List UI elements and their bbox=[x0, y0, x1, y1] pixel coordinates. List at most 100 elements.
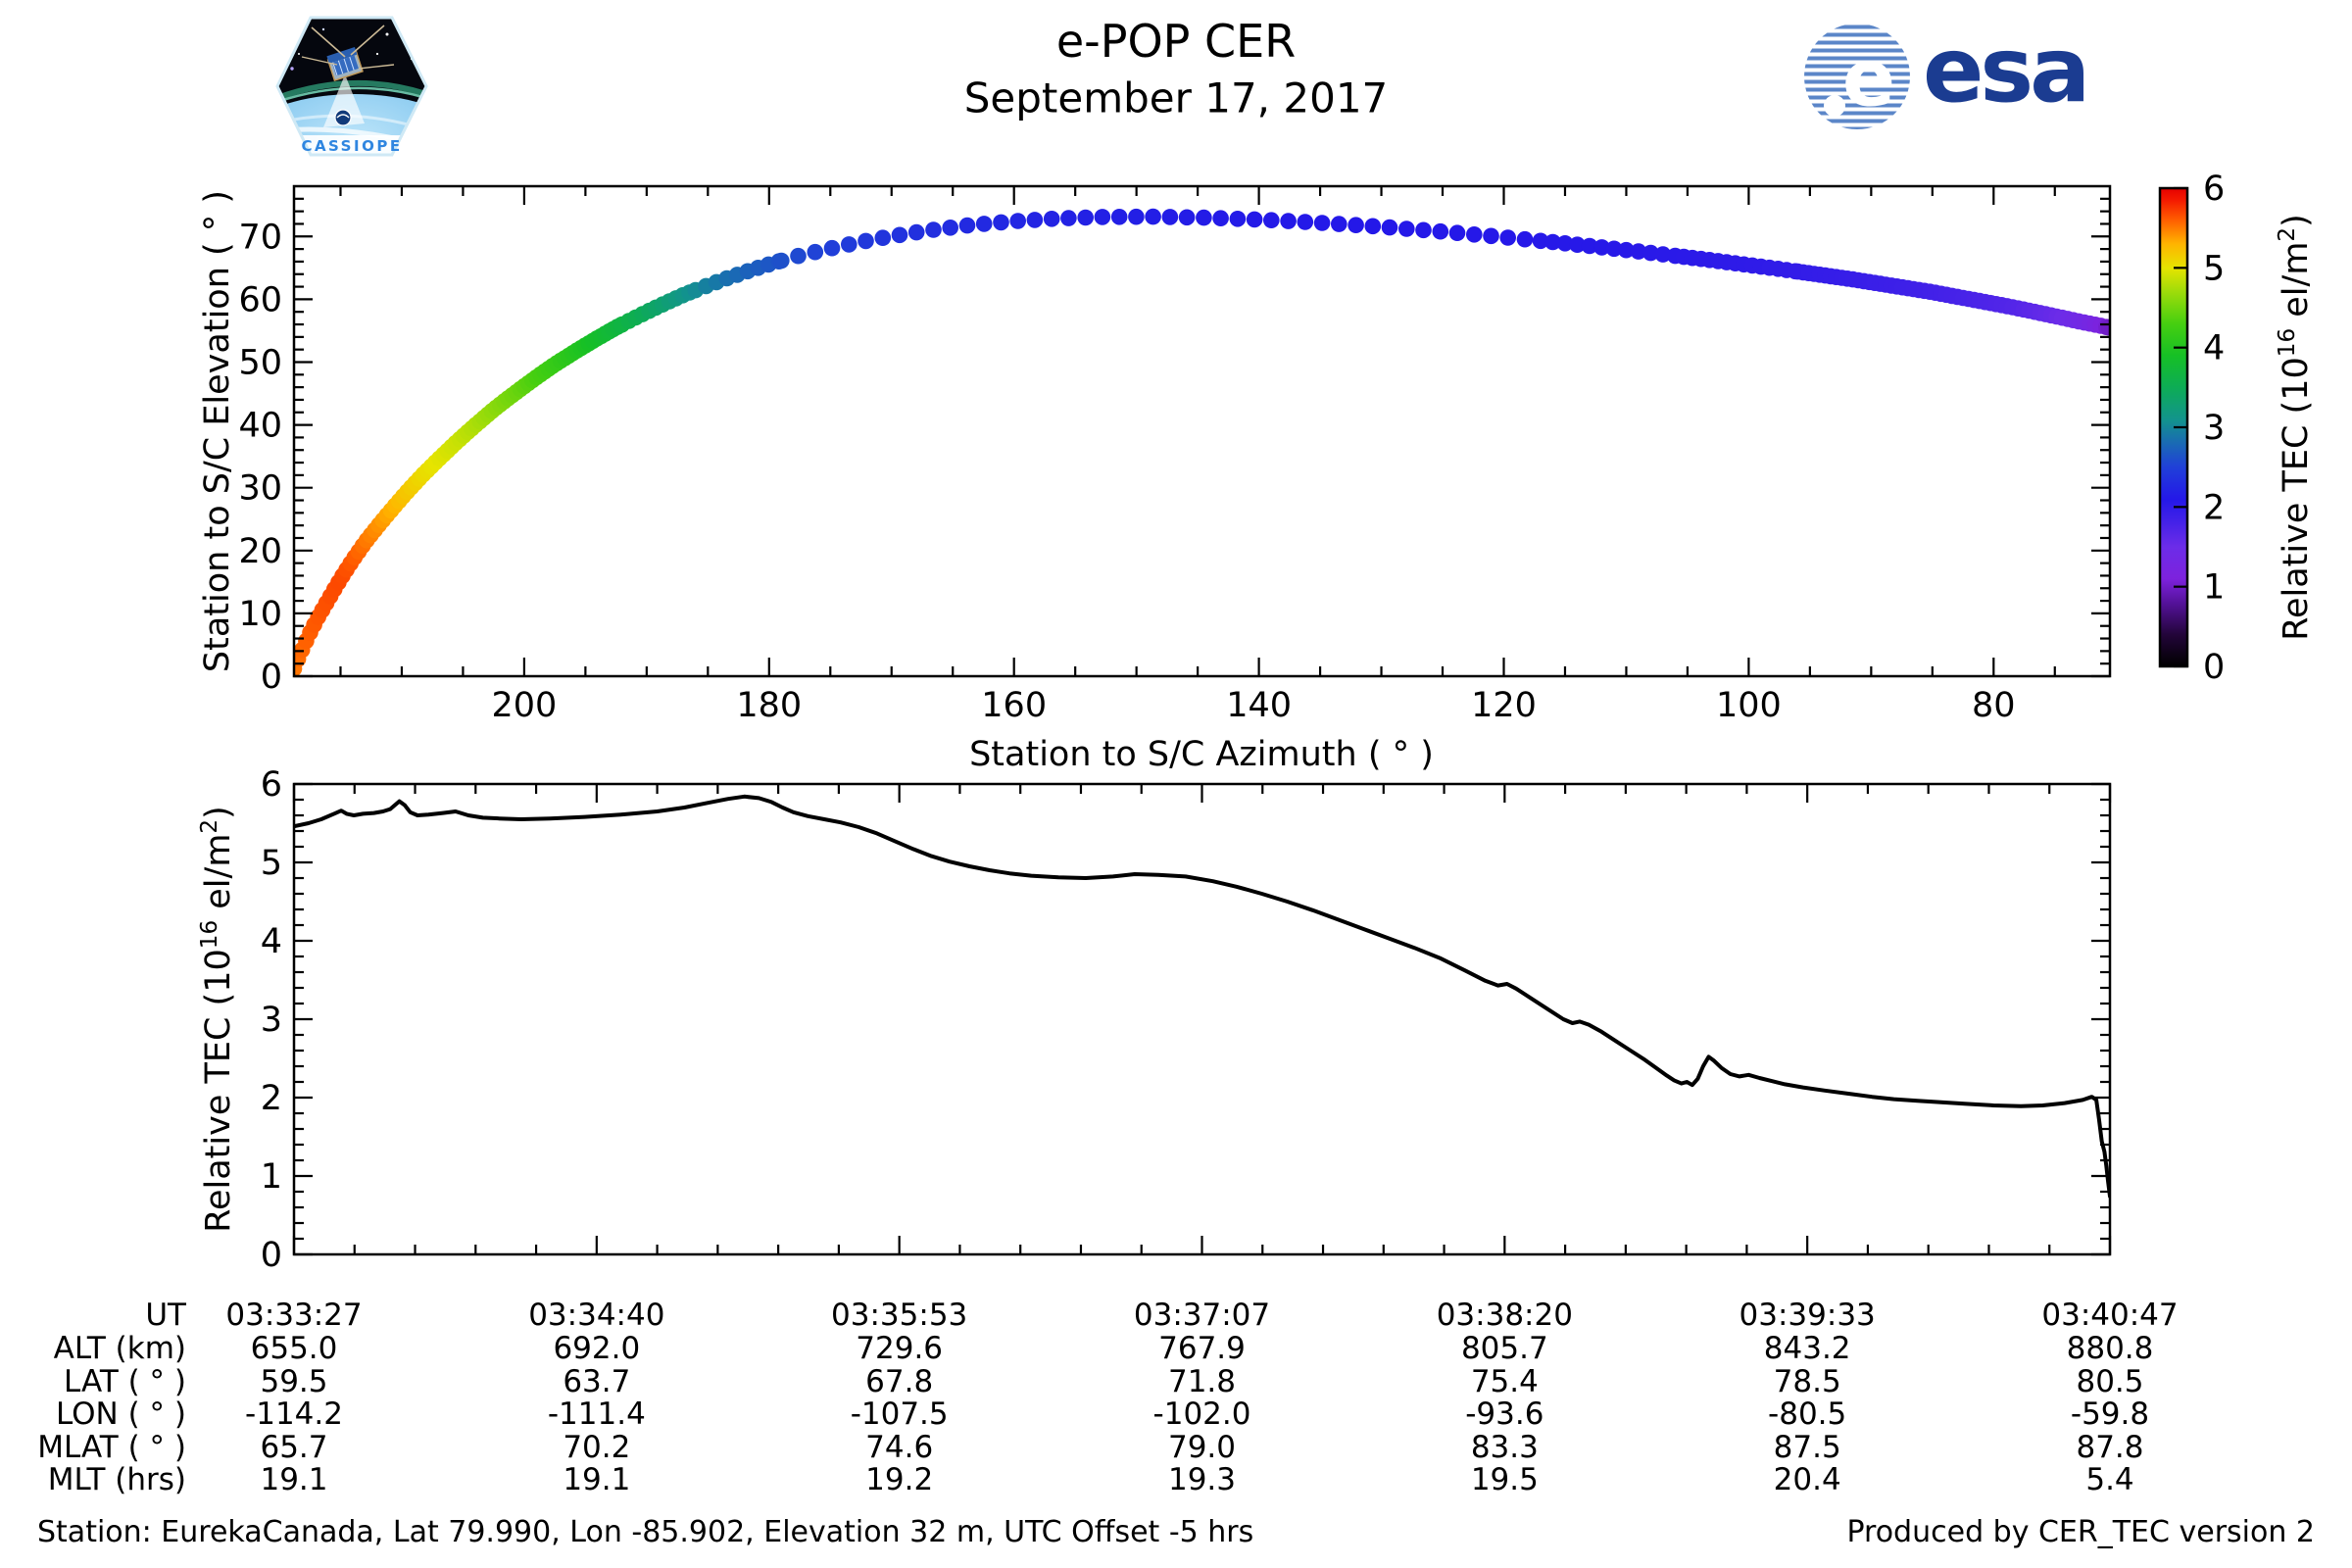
lower-yaxis-label: Relative TEC (1016 el/m2) bbox=[197, 806, 238, 1233]
tec-label-mid: el/m bbox=[198, 833, 238, 920]
svg-text:60: 60 bbox=[238, 280, 282, 319]
table-row-label: LON ( ° ) bbox=[55, 1396, 186, 1432]
station-info: Station: EurekaCanada, Lat 79.990, Lon -… bbox=[37, 1515, 1254, 1549]
svg-text:140: 140 bbox=[1226, 686, 1292, 725]
svg-text:4: 4 bbox=[2203, 329, 2225, 368]
svg-text:100: 100 bbox=[1716, 686, 1782, 725]
table-cell: 79.0 bbox=[1167, 1430, 1237, 1465]
table-cell: 655.0 bbox=[250, 1331, 338, 1366]
table-cell: 03:39:33 bbox=[1739, 1298, 1876, 1333]
page-subtitle: September 17, 2017 bbox=[963, 74, 1389, 122]
table-cell: 03:34:40 bbox=[528, 1298, 665, 1333]
svg-text:0: 0 bbox=[261, 1236, 282, 1275]
cassiope-wordmark: CASSIOPE bbox=[301, 137, 403, 155]
table-cell: 03:35:53 bbox=[831, 1298, 968, 1333]
tec-line bbox=[294, 794, 2110, 1199]
table-cell: 67.8 bbox=[865, 1364, 934, 1399]
table-cell: -102.0 bbox=[1152, 1396, 1251, 1432]
svg-text:10: 10 bbox=[238, 595, 282, 634]
table-cell: 78.5 bbox=[1773, 1364, 1841, 1399]
table-cell: 03:40:47 bbox=[2041, 1298, 2179, 1333]
esa-wordmark: esa bbox=[1923, 18, 2090, 122]
lower-chart: 0 1 2 3 4 5 6 bbox=[261, 765, 2112, 1275]
table-cell: 87.5 bbox=[1773, 1430, 1841, 1465]
cb-label-sup: 16 bbox=[2275, 327, 2301, 358]
cb-label-mid: el/m bbox=[2276, 241, 2316, 328]
table-cell: 03:38:20 bbox=[1436, 1298, 1573, 1333]
table-cell: -59.8 bbox=[2070, 1396, 2150, 1432]
produced-by: Produced by CER_TEC version 2 bbox=[1846, 1515, 2315, 1549]
table-cell: 692.0 bbox=[553, 1331, 641, 1366]
svg-text:6: 6 bbox=[2203, 170, 2225, 209]
table-cell: 19.1 bbox=[260, 1462, 328, 1497]
svg-text:200: 200 bbox=[491, 686, 557, 725]
svg-text:50: 50 bbox=[238, 343, 282, 382]
svg-text:1: 1 bbox=[2203, 568, 2225, 608]
esa-logo bbox=[1804, 24, 1910, 129]
table-cell: 805.7 bbox=[1460, 1331, 1548, 1366]
table-cell: -114.2 bbox=[245, 1396, 343, 1432]
tec-label-sup: 16 bbox=[197, 919, 223, 950]
tec-label-sup2: 2 bbox=[197, 818, 223, 834]
svg-text:4: 4 bbox=[261, 922, 282, 961]
upper-xaxis-label: Station to S/C Azimuth ( ° ) bbox=[969, 735, 1434, 774]
table-cell: 74.6 bbox=[865, 1430, 934, 1465]
svg-text:5: 5 bbox=[2203, 249, 2225, 288]
scatter-points bbox=[294, 208, 2110, 676]
table-row-label: ALT (km) bbox=[53, 1331, 186, 1366]
svg-text:30: 30 bbox=[238, 469, 282, 509]
table-cell: 19.1 bbox=[563, 1462, 631, 1497]
svg-text:3: 3 bbox=[2203, 409, 2225, 448]
table-cell: 729.6 bbox=[856, 1331, 944, 1366]
table-cell: -107.5 bbox=[850, 1396, 949, 1432]
table-cell: -80.5 bbox=[1768, 1396, 1847, 1432]
table-cell: 19.3 bbox=[1167, 1462, 1237, 1497]
svg-text:40: 40 bbox=[238, 407, 282, 446]
svg-text:160: 160 bbox=[981, 686, 1047, 725]
svg-text:5: 5 bbox=[261, 844, 282, 883]
table-cell: 880.8 bbox=[2066, 1331, 2154, 1366]
svg-text:120: 120 bbox=[1471, 686, 1537, 725]
table-cell: 843.2 bbox=[1763, 1331, 1851, 1366]
page-title: e-POP CER bbox=[1055, 15, 1297, 68]
table-cell: 19.2 bbox=[865, 1462, 934, 1497]
table-cell: 71.8 bbox=[1167, 1364, 1237, 1399]
upper-yaxis-label: Station to S/C Elevation ( ° ) bbox=[198, 189, 237, 673]
svg-text:70: 70 bbox=[238, 218, 282, 257]
colorbar-label: Relative TEC (1016 el/m2) bbox=[2275, 214, 2316, 641]
cb-label-sup2: 2 bbox=[2275, 226, 2301, 242]
cb-label-pre: Relative TEC (10 bbox=[2276, 357, 2316, 641]
table-cell: -93.6 bbox=[1465, 1396, 1544, 1432]
svg-text:2: 2 bbox=[261, 1079, 282, 1118]
table-cell: 19.5 bbox=[1470, 1462, 1539, 1497]
table-cell: 65.7 bbox=[260, 1430, 328, 1465]
upper-chart: 200 180 160 140 120 100 80 0 10 20 30 40 50 60 70 bbox=[238, 184, 2112, 725]
table-cell: 80.5 bbox=[2076, 1364, 2144, 1399]
table-row-label: MLT (hrs) bbox=[47, 1462, 186, 1497]
table-cell: 87.8 bbox=[2076, 1430, 2144, 1465]
cassiope-logo bbox=[275, 16, 428, 157]
colorbar: 0 1 2 3 4 5 6 bbox=[2158, 170, 2225, 687]
table-cell: 03:33:27 bbox=[225, 1298, 363, 1333]
svg-text:2: 2 bbox=[2203, 488, 2225, 527]
table-row-label: MLAT ( ° ) bbox=[37, 1430, 186, 1465]
table-cell: 63.7 bbox=[563, 1364, 631, 1399]
svg-text:180: 180 bbox=[736, 686, 802, 725]
table-cell: 59.5 bbox=[260, 1364, 328, 1399]
table-cell: 5.4 bbox=[2085, 1462, 2134, 1497]
table-cell: 83.3 bbox=[1470, 1430, 1539, 1465]
svg-text:20: 20 bbox=[238, 532, 282, 571]
esa-e-glyph: e bbox=[1841, 32, 1896, 124]
svg-text:6: 6 bbox=[261, 765, 282, 805]
table-cell: 20.4 bbox=[1773, 1462, 1841, 1497]
table-cell: 03:37:07 bbox=[1133, 1298, 1271, 1333]
table-cell: 70.2 bbox=[563, 1430, 631, 1465]
table-cell: -111.4 bbox=[547, 1396, 646, 1432]
cb-label-post: ) bbox=[2276, 214, 2316, 227]
table-row-label: UT bbox=[145, 1298, 186, 1333]
svg-text:0: 0 bbox=[261, 658, 282, 697]
svg-text:0: 0 bbox=[2203, 648, 2225, 687]
table-cell: 767.9 bbox=[1158, 1331, 1246, 1366]
